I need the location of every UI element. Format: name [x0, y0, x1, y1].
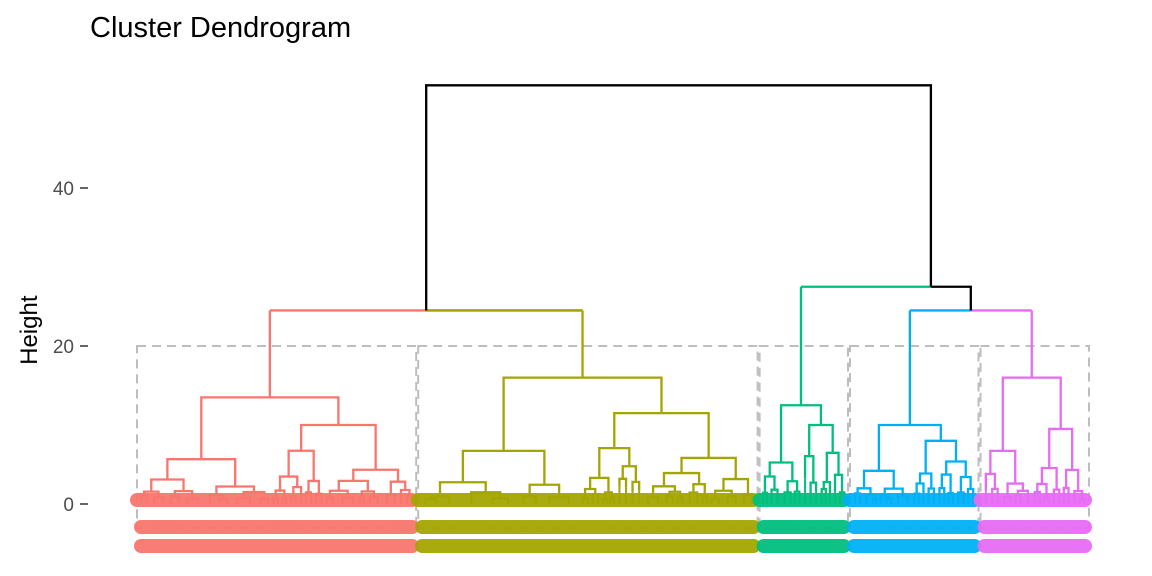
dendrogram-branch: [292, 485, 303, 497]
root-branch: [425, 84, 933, 311]
cluster-top-split: [200, 396, 340, 460]
dendrogram-branch: [825, 451, 840, 482]
cluster-5: [984, 310, 1086, 504]
leaf-label-row: [415, 539, 761, 553]
leaf-label-row: [756, 539, 851, 553]
leaf-labels: [130, 493, 1092, 553]
leaf-label-row: [411, 493, 761, 507]
y-tick-label: 20: [53, 337, 74, 358]
chart-title: Cluster Dendrogram: [90, 12, 352, 44]
leaf-label-row: [846, 520, 982, 534]
leaf-label-row: [134, 520, 420, 534]
leaf-label-row: [846, 539, 982, 553]
y-axis-title: Height: [16, 295, 43, 365]
dendrogram-branch: [337, 479, 369, 492]
leaf-label-row: [842, 493, 982, 507]
cluster-1: [140, 310, 414, 504]
dendrogram-branch: [300, 423, 377, 470]
dendrogram-branch: [598, 447, 631, 478]
leaf-labels-3: [752, 493, 851, 553]
dendrogram-branch: [1064, 468, 1080, 492]
dendrogram-branch: [621, 465, 637, 482]
y-tick-label: 40: [53, 179, 74, 200]
leaf-labels-1: [130, 493, 420, 553]
leaf-label-row: [130, 493, 420, 507]
leaf-labels-5: [973, 493, 1092, 553]
y-axis: 0 20 40 Height: [16, 179, 88, 516]
dendrogram-branch: [166, 458, 237, 487]
cut-box-5: [979, 345, 1091, 529]
leaf-label-row: [973, 493, 1092, 507]
dendrogram-branch: [1006, 482, 1025, 497]
dendrogram-branch: [1036, 482, 1048, 497]
cluster-3: [761, 286, 846, 504]
merge-right-black: [930, 285, 972, 311]
dendrogram-branch: [862, 469, 895, 489]
leaf-label-row: [756, 520, 851, 534]
dendrogram-branch: [1048, 427, 1074, 470]
dendrogram-branch: [924, 439, 958, 474]
dendrogram-branch: [588, 476, 610, 493]
dendrogram-branch: [307, 479, 320, 494]
leaf-labels-4: [842, 493, 982, 553]
dendrogram-branch: [631, 480, 641, 493]
dendrogram-branch: [722, 477, 750, 495]
leaf-label-row: [977, 520, 1092, 534]
leaf-label-row: [752, 493, 851, 507]
cluster-branches: [140, 286, 1086, 504]
dendrogram-branch: [399, 488, 411, 496]
dendrogram-branch: [461, 449, 546, 485]
dendrogram-branch: [984, 472, 997, 491]
dendrogram-branch: [803, 455, 815, 483]
dendrogram-branch: [918, 472, 933, 489]
dendrogram-branch: [680, 456, 737, 480]
leaf-labels-2: [411, 493, 761, 553]
dendrogram-branch: [662, 471, 701, 487]
cluster-4: [853, 310, 975, 504]
dendrogram-branch: [808, 423, 834, 457]
cluster-top-split: [877, 423, 942, 471]
dendrogram-branch: [940, 473, 952, 494]
top-branches: [269, 84, 1032, 312]
cluster-top-split: [779, 404, 823, 463]
dendrogram-branch: [833, 473, 844, 493]
dendrogram-branch: [618, 477, 628, 488]
dendrogram-branch: [945, 460, 967, 477]
dendrogram-branch: [822, 480, 832, 494]
cut-box-4: [848, 345, 980, 529]
leaf-label-row: [977, 539, 1092, 553]
leaf-label-row: [415, 520, 761, 534]
dendrogram-branch: [768, 461, 794, 482]
cluster-top-split: [1001, 376, 1062, 451]
dendrogram-branch: [278, 475, 299, 491]
y-tick-label: 0: [63, 495, 74, 516]
cluster-2: [424, 310, 754, 504]
dendrogram-branch: [1040, 466, 1058, 490]
dendrogram-branch: [856, 487, 872, 496]
dendrogram-branch: [150, 478, 185, 492]
leaf-label-row: [134, 539, 420, 553]
